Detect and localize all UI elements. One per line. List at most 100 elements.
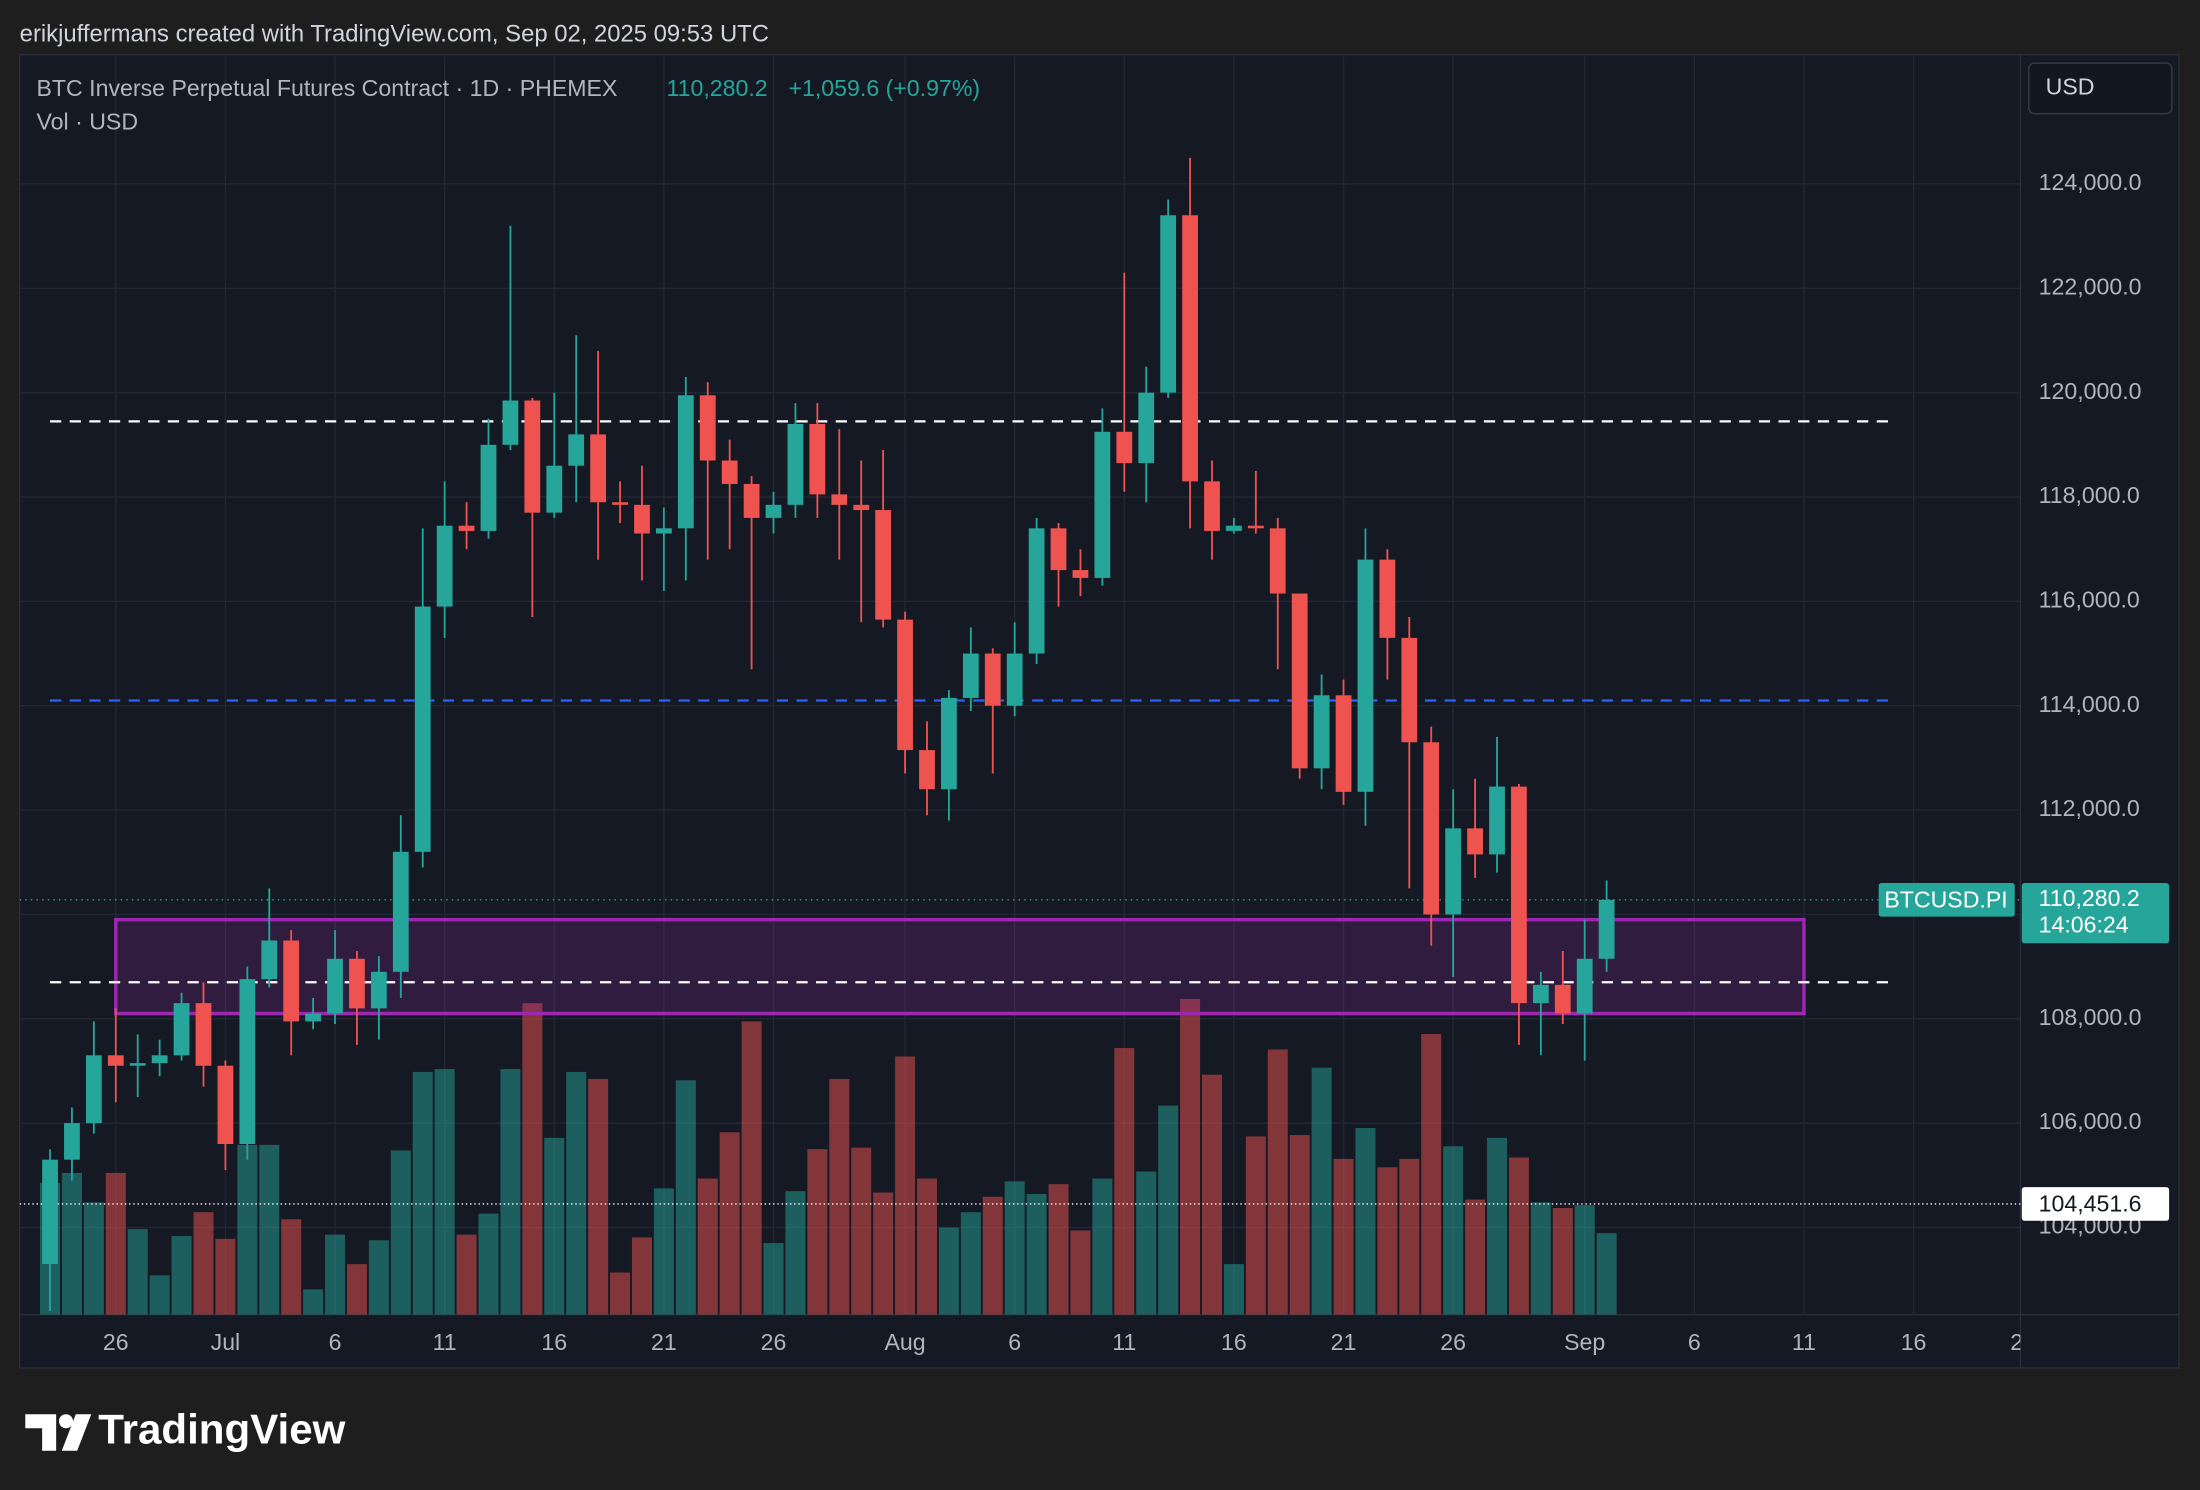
y-tick-label: 118,000.0 [2039,482,2140,508]
candle-body [743,483,760,518]
x-tick-label: 6 [329,1329,342,1355]
support-zone [114,917,1806,1016]
volume-bar [719,1132,740,1315]
candle-body [1182,215,1198,482]
volume-bar [1026,1193,1047,1315]
y-tick-label: 106,000.0 [2039,1108,2142,1134]
candle-body [984,653,1001,706]
volume-bar [149,1275,170,1315]
volume-bar [1311,1067,1332,1315]
volume-bar [1201,1074,1222,1315]
volume-legend: Vol · USD [37,109,139,135]
y-tick-label: 116,000.0 [2039,586,2140,612]
volume-bar [1245,1136,1266,1315]
y-tick-label: 120,000.0 [2039,378,2142,404]
volume-bar [653,1188,674,1315]
countdown-label: 14:06:24 [2039,912,2129,938]
candle-body [217,1065,234,1145]
volume-bar [1377,1167,1398,1315]
candle-body [962,653,979,698]
volume-bar [1574,1205,1595,1315]
volume-bar [631,1237,652,1315]
volume-bar [390,1150,411,1315]
volume-bar [1443,1146,1464,1315]
currency-button[interactable] [2028,62,2173,115]
candle-body [283,940,300,1022]
candle-body [1445,828,1462,915]
candle-body [1313,695,1330,769]
volume-bar [873,1192,894,1315]
y-tick-label: 112,000.0 [2039,795,2140,821]
cursor-price-label: 104,451.6 [2039,1190,2142,1216]
x-tick-label: 11 [1792,1329,1816,1355]
x-tick-label: 6 [1008,1329,1021,1355]
volume-bar [1048,1184,1069,1315]
candle-body [1357,559,1374,792]
legend-change: +1,059.6 (+0.97%) [789,75,981,101]
volume-bar [325,1234,346,1315]
candle-body [1576,958,1593,1014]
volume-bar [785,1191,806,1315]
volume-bar [303,1289,324,1315]
candle-body [1269,528,1286,594]
candles [42,157,1615,1311]
candle-body [919,750,935,790]
candle-body [1532,984,1549,1004]
volume-bar [1508,1157,1529,1315]
candle-body [765,504,782,518]
candle-body [1116,431,1133,464]
candle-body [634,504,650,534]
candle-body [1467,828,1483,855]
candle-body [1226,525,1242,531]
x-tick-label: 16 [1901,1329,1927,1355]
currency-label[interactable]: USD [2046,73,2095,99]
volume-bar [215,1238,236,1315]
volume-bar [259,1144,280,1315]
candle-body [502,400,519,445]
candle-body [85,1055,102,1124]
candle-body [414,606,431,852]
logo-dot [58,1414,73,1429]
x-tick-label: 11 [1112,1329,1136,1355]
candle-body [151,1055,168,1064]
logo-mark [25,1414,92,1451]
candle-body [941,697,957,790]
candle-body [458,525,475,531]
candle-body [612,502,628,505]
x-tick-label: Jul [211,1329,241,1355]
volume-pane [40,998,1617,1315]
cursor-price-tag [2021,1187,2170,1221]
volume-bar [1333,1158,1354,1315]
y-tick-label: 122,000.0 [2039,273,2142,299]
candle-body [809,423,826,495]
candle-body [1379,559,1396,638]
y-tick-label: 114,000.0 [2039,691,2140,717]
x-tick-label: 21 [651,1329,677,1355]
x-tick-label: 16 [1221,1329,1247,1355]
last-price-tag [2021,882,2170,944]
volume-bar [478,1213,499,1315]
candle-body [1072,570,1089,578]
x-tick-label: 26 [1440,1329,1466,1355]
x-tick-label: 26 [103,1329,129,1355]
x-tick-label: 16 [541,1329,567,1355]
volume-bar [1465,1199,1486,1315]
y-tick-label: 124,000.0 [2039,169,2142,195]
candle-body [1335,695,1352,792]
volume-bar [1136,1171,1157,1315]
candle-body [568,434,585,466]
candle-body [590,434,607,503]
volume-bar [544,1137,565,1315]
volume-bar [588,1078,609,1315]
candle-body [787,423,804,505]
candle-body [64,1123,80,1160]
x-tick-label: 11 [433,1329,457,1355]
candle-body [370,971,387,1009]
volume-bar [566,1071,587,1315]
symbol-tag [1878,882,2015,917]
volume-bar [368,1240,389,1315]
volume-bar [982,1196,1003,1315]
candle-body [1401,637,1418,743]
volume-bar [434,1069,455,1315]
